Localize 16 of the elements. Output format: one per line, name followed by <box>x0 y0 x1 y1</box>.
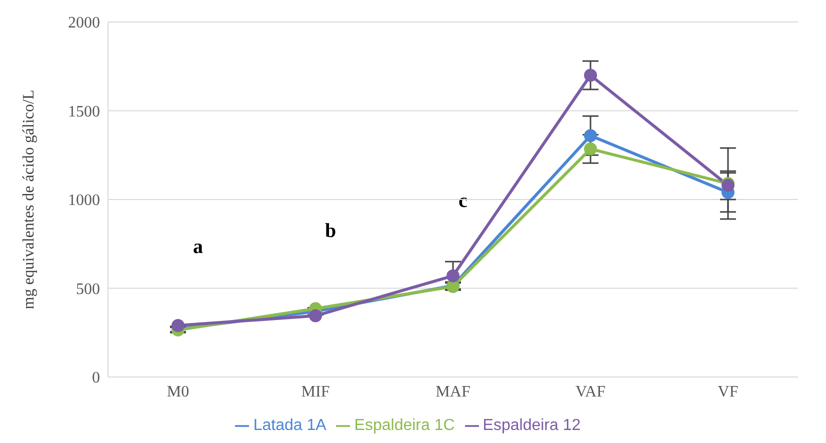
y-axis-title: mg equivalentes de ácido gálico/L <box>20 90 38 310</box>
x-tick-label: M0 <box>166 383 190 400</box>
x-tick-label: MIF <box>301 383 330 400</box>
annotation: b <box>324 220 338 243</box>
y-tick-label: 1000 <box>68 192 100 210</box>
legend-label: Espaldeira 12 <box>482 417 581 434</box>
x-tick-label: VF <box>718 383 738 400</box>
x-tick-label: VAF <box>576 383 606 400</box>
legend-label: Espaldeira 1C <box>354 417 455 434</box>
y-tick-label: 500 <box>76 280 100 298</box>
y-tick-label: 2000 <box>68 14 100 32</box>
annotation: a <box>192 236 204 259</box>
x-tick-label: MAF <box>436 383 470 400</box>
y-tick-label: 0 <box>92 370 100 387</box>
legend-label: Latada 1A <box>253 417 326 434</box>
y-tick-label: 1500 <box>68 103 100 120</box>
